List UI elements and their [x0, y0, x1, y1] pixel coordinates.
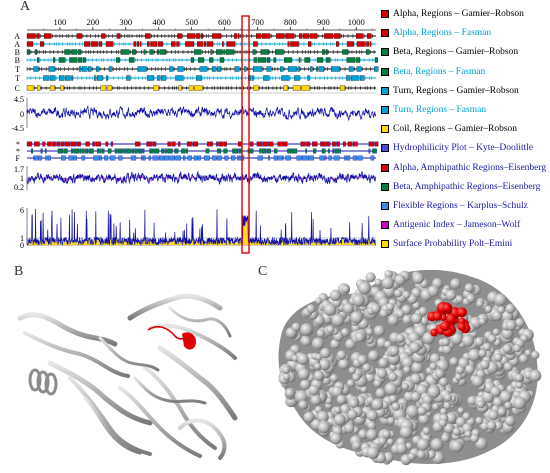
legend-swatch	[381, 106, 389, 114]
legend-swatch	[381, 67, 389, 76]
track-label: B	[15, 56, 20, 65]
legend-label: Turn, Regions – Gamier–Robson	[393, 85, 519, 96]
ruler-tick-label: 400	[152, 17, 165, 27]
surf-one-label: 1	[20, 234, 24, 243]
residue-ruler	[27, 27, 376, 31]
ruler-tick-label: 900	[317, 17, 330, 27]
surf-zero-label: 0	[20, 241, 24, 250]
legend-label: Beta, Regions – Gamier–Robson	[393, 47, 519, 58]
surf-top-label: 6	[20, 206, 24, 215]
legend-swatch	[381, 202, 389, 210]
ruler-tick-label: 100	[54, 17, 67, 27]
antigenic-index-plot	[26, 166, 377, 190]
track-label: *	[16, 147, 20, 156]
legend-swatch	[381, 221, 389, 230]
panel-label-a: A	[20, 0, 31, 14]
epitope-cartoon	[182, 332, 196, 350]
hydro-top-label: 4.5	[14, 95, 24, 104]
legend-label: Alpha, Regions – Fasman	[393, 28, 492, 39]
cartoon-structure-image	[17, 293, 238, 460]
ruler-tick-label: 600	[218, 17, 231, 27]
legend-label: Surface Probability Polt–Emini	[393, 239, 513, 250]
ruler-tick-label: 1000	[348, 17, 365, 27]
protein-prediction-figure: 100 200 300 400 500 600 700 800 900 1000 AABBTTC …	[11, 15, 379, 254]
legend-label: Alpha, Regions – Gamier–Robson	[393, 9, 524, 19]
legend-label: Beta, Regions – Fasman	[393, 66, 486, 77]
legend-label: Hydrophilicity Plot – Kyte–Doolittle	[393, 143, 534, 154]
legend-label: Beta, Amphipathic Regions–Eisenberg	[393, 181, 541, 192]
ruler-tick-label: 200	[86, 17, 99, 27]
track-label: B	[15, 48, 20, 57]
legend-swatch	[381, 240, 389, 249]
hydrophilicity-plot	[26, 92, 377, 128]
track-label: F	[16, 154, 21, 163]
track-label: *	[16, 140, 20, 149]
epitope-highlight-box	[241, 15, 250, 254]
legend-swatch	[381, 86, 389, 95]
epitope-surface	[427, 302, 471, 337]
legend-swatch	[381, 182, 389, 191]
track-label: T	[15, 65, 20, 74]
track-label: C	[15, 84, 20, 93]
track-label: T	[15, 74, 20, 83]
ruler-tick-label: 700	[251, 17, 264, 27]
flex-top-label: 1.7	[14, 165, 24, 174]
legend-label: Turn, Regions – Fasman	[393, 105, 487, 115]
flex-bottom-label: 0.2	[14, 183, 24, 192]
legend-label: Coil, Regions – Gamier–Robson	[393, 124, 518, 135]
legend-swatch	[381, 10, 389, 18]
legend-label: Alpha, Amphipathic Regions–Eisenberg	[393, 162, 547, 173]
ruler-tick-label: 300	[119, 17, 132, 27]
legend-label: Flexible Regions – Karplus–Schulz	[393, 201, 528, 211]
ruler-tick-label: 800	[284, 17, 297, 27]
hydro-zero-label: 0	[20, 110, 24, 119]
ruler-tick-label: 500	[185, 17, 198, 27]
legend-swatch	[381, 125, 389, 134]
track-label: A	[14, 40, 20, 49]
legend-label: Antigenic Index – Jameson–Wolf	[393, 220, 521, 231]
hydro-bottom-label: -4.5	[11, 124, 24, 133]
panel-label-c: C	[258, 264, 268, 279]
surface-atoms	[278, 269, 542, 466]
panel-label-b: B	[14, 264, 24, 279]
surface-structure-image	[278, 269, 542, 466]
legend-swatch	[381, 29, 389, 38]
surface-probability-plot	[26, 208, 376, 247]
flex-zero-label: 1	[20, 174, 24, 183]
legend-swatch	[381, 144, 389, 153]
legend-swatch	[381, 163, 389, 172]
amphipathic-flexible-tracks: **F	[16, 140, 379, 163]
track-label: A	[14, 32, 20, 41]
legend-swatch	[381, 48, 389, 57]
